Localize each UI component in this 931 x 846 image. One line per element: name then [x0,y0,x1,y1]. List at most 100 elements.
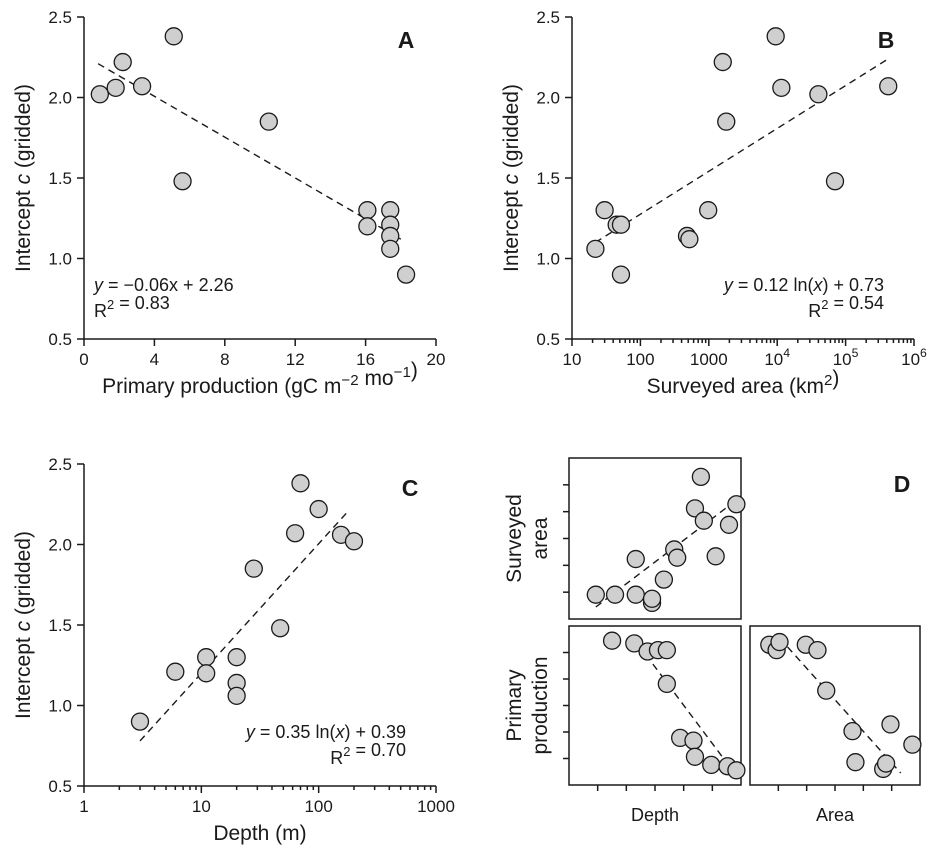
x-axis-title: Depth [631,805,679,825]
data-point [626,549,645,569]
data-point [766,27,785,46]
data-point [846,753,865,772]
data-point [727,495,746,514]
data-point [680,230,699,249]
data-point [881,715,900,734]
y-tick-label: 1.0 [48,697,72,716]
data-point [285,524,305,543]
data-point [843,722,862,741]
x-tick-label: 1000 [417,797,455,816]
panel-letter: C [402,475,419,501]
y-axis-title: Intercept c (gridded) [500,84,523,272]
y-tick-label: 0.5 [48,777,72,796]
data-point [694,511,713,530]
subplot-production-vs-area: Area [749,625,922,825]
y-tick-label: 1.0 [48,250,72,269]
data-point [706,547,725,566]
data-point [825,172,845,191]
data-point [808,641,827,660]
data-point [903,735,922,754]
trend-line [778,637,902,774]
data-point [684,731,703,750]
y-tick-label: 0.5 [48,330,72,349]
data-point [90,85,109,104]
data-point [876,754,896,773]
r-squared-label: R2 = 0.83 [94,293,170,321]
data-point [691,467,711,487]
data-point [699,201,718,220]
data-point [657,641,676,660]
x-tick-label: 10 [563,350,582,369]
x-tick-label: 12 [286,350,305,369]
x-tick-label: 16 [356,350,375,369]
data-point [595,201,614,220]
data-point [702,755,721,775]
y-axis-title: Surveyed area [503,494,552,583]
y-axis-title: Intercept c (gridded) [12,531,35,719]
x-tick-label: 8 [220,350,229,369]
data-point [586,585,605,604]
x-axis-title: Area [816,805,855,825]
y-axis-title: Intercept c (gridded) [12,84,35,272]
y-tick-label: 2.5 [48,455,72,474]
x-tick-label: 100 [626,350,654,369]
data-point [132,77,152,96]
data-point [809,85,828,104]
panel-b: 0.5 1.0 1.5 2.0 2.5 10 100 1000 104 105 106 Surveye… [500,8,927,398]
x-axis-title: Primary production (gC m−2 mo−1) [102,359,418,398]
data-point [166,662,185,681]
panel-a: 0.5 1.0 1.5 2.0 2.5 0 4 8 12 16 20 Primary producti… [12,8,445,398]
data-point [727,761,746,780]
y-tick-label: 1.0 [536,250,560,269]
data-point [358,217,377,236]
data-point [770,632,789,652]
r-squared-label: R2 = 0.70 [330,740,406,768]
y-tick-label: 0.5 [536,330,560,349]
data-point [113,52,132,72]
data-point [668,548,687,567]
x-tick-label: 100 [304,797,332,816]
trend-line [595,58,889,243]
data-point [344,532,364,551]
data-point [611,265,631,284]
y-tick-label: 2.0 [48,89,72,108]
data-point [130,712,150,731]
data-point [817,681,836,700]
trend-line [139,510,350,742]
data-point [164,27,183,46]
x-tick-label: 105 [833,346,859,369]
y-tick-label: 2.0 [536,89,560,108]
data-point [396,265,416,284]
r-squared-label: R2 = 0.54 [808,293,884,321]
x-tick-label: 4 [150,350,159,369]
data-point [717,112,736,131]
data-point [654,570,674,589]
data-point [197,664,216,683]
equation-label: y = −0.06x + 2.26 [92,275,234,295]
x-axis-title: Depth (m) [213,822,306,845]
y-axis-title: Primary production [503,656,552,754]
data-point [173,172,192,191]
y-tick-label: 2.0 [48,536,72,555]
subplot-area-vs-depth: Surveyed area [503,457,746,620]
y-tick-label: 1.5 [48,169,72,188]
data-point [227,686,246,705]
data-point [713,52,732,72]
data-point [611,215,631,234]
panel-d: Surveyed area Depth Primary production Area D [503,457,922,825]
x-axis-title: Surveyed area (km2) [647,367,840,398]
panel-letter: A [398,27,415,53]
subplot-production-vs-depth: Depth Primary production [503,625,746,825]
x-tick-label: 104 [764,346,790,369]
y-tick-label: 1.5 [536,169,560,188]
equation-label: y = 0.35 ln(x) + 0.39 [244,722,406,742]
data-point [772,78,791,97]
x-tick-label: 1000 [690,350,728,369]
panel-c: 0.5 1.0 1.5 2.0 2.5 1 10 100 1000 Depth (m) Interc… [12,455,455,845]
x-tick-label: 20 [427,350,446,369]
data-point [586,239,605,258]
x-tick-label: 10 [192,797,211,816]
data-point [259,112,278,131]
y-tick-label: 2.5 [48,8,72,27]
